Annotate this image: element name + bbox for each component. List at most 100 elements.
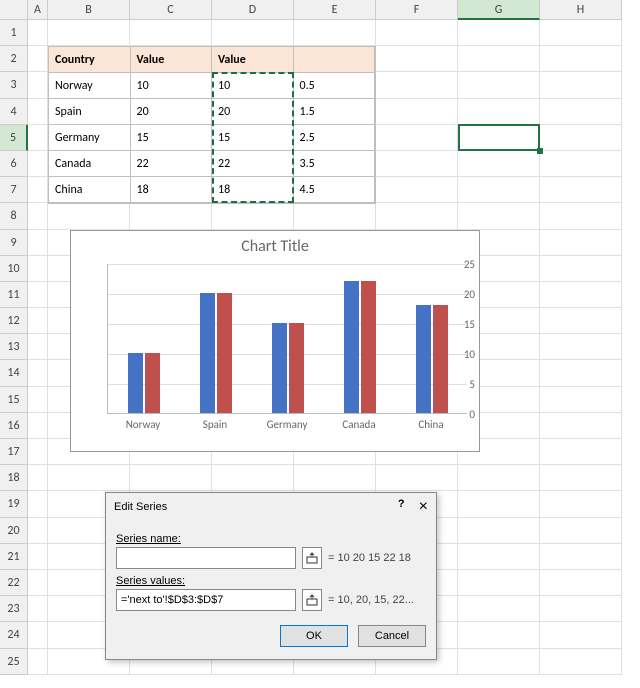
table-cell[interactable]: 4.5 xyxy=(294,177,376,203)
table-cell[interactable]: 22 xyxy=(131,151,213,177)
row-header-2[interactable]: 2 xyxy=(0,46,28,72)
col-header-C[interactable]: C xyxy=(130,0,212,20)
row-header-25[interactable]: 25 xyxy=(0,649,28,675)
cell[interactable] xyxy=(212,465,294,491)
cell[interactable] xyxy=(458,72,540,98)
row-header-14[interactable]: 14 xyxy=(0,360,28,386)
cell[interactable] xyxy=(376,465,458,491)
col-header-G[interactable]: G xyxy=(458,0,540,20)
table-header[interactable]: Value xyxy=(131,47,213,73)
plot-area[interactable] xyxy=(107,264,467,414)
cell[interactable] xyxy=(458,491,540,517)
table-cell[interactable]: 10 xyxy=(212,73,294,99)
table-cell[interactable]: 15 xyxy=(212,125,294,151)
chart[interactable]: Chart Title0510152025NorwaySpainGermanyC… xyxy=(70,230,480,452)
row-header-18[interactable]: 18 xyxy=(0,465,28,491)
row-header-16[interactable]: 16 xyxy=(0,413,28,439)
series-values-input[interactable] xyxy=(116,589,296,611)
chart-bar[interactable] xyxy=(200,293,215,413)
chart-bar[interactable] xyxy=(361,281,376,413)
table-header[interactable] xyxy=(294,47,376,73)
table-header[interactable]: Value xyxy=(212,47,294,73)
cell[interactable] xyxy=(458,151,540,177)
close-icon[interactable]: × xyxy=(419,498,428,516)
row-header-10[interactable]: 10 xyxy=(0,256,28,282)
cell[interactable] xyxy=(458,465,540,491)
ok-button[interactable]: OK xyxy=(280,625,348,647)
cell[interactable] xyxy=(28,518,48,544)
cell[interactable] xyxy=(540,308,622,334)
row-header-15[interactable]: 15 xyxy=(0,387,28,413)
table-cell[interactable]: 3.5 xyxy=(294,151,376,177)
cell[interactable] xyxy=(458,177,540,203)
cell[interactable] xyxy=(540,99,622,125)
cell[interactable] xyxy=(540,334,622,360)
table-cell[interactable]: 1.5 xyxy=(294,99,376,125)
cell[interactable] xyxy=(28,151,48,177)
cell[interactable] xyxy=(458,570,540,596)
cell[interactable] xyxy=(540,518,622,544)
cell[interactable] xyxy=(48,203,130,229)
cell[interactable] xyxy=(376,99,458,125)
cell[interactable] xyxy=(458,596,540,622)
table-cell[interactable]: China xyxy=(49,177,131,203)
table-header[interactable]: Country xyxy=(49,47,131,73)
chart-title[interactable]: Chart Title xyxy=(71,231,479,258)
cell[interactable] xyxy=(458,125,540,151)
chart-bar[interactable] xyxy=(344,281,359,413)
row-header-8[interactable]: 8 xyxy=(0,203,28,229)
row-header-17[interactable]: 17 xyxy=(0,439,28,465)
cell[interactable] xyxy=(540,125,622,151)
cell[interactable] xyxy=(28,125,48,151)
row-header-19[interactable]: 19 xyxy=(0,491,28,517)
cell[interactable] xyxy=(458,99,540,125)
table-cell[interactable]: 18 xyxy=(212,177,294,203)
series-name-input[interactable] xyxy=(116,547,296,569)
row-header-12[interactable]: 12 xyxy=(0,308,28,334)
cell[interactable] xyxy=(28,230,48,256)
cell[interactable] xyxy=(540,491,622,517)
cell[interactable] xyxy=(458,20,540,46)
chart-bar[interactable] xyxy=(433,305,448,413)
row-header-23[interactable]: 23 xyxy=(0,596,28,622)
row-header-6[interactable]: 6 xyxy=(0,151,28,177)
cell[interactable] xyxy=(540,649,622,675)
cell[interactable] xyxy=(28,570,48,596)
cell[interactable] xyxy=(376,203,458,229)
cell[interactable] xyxy=(294,20,376,46)
cell[interactable] xyxy=(28,72,48,98)
row-header-7[interactable]: 7 xyxy=(0,177,28,203)
table-cell[interactable]: 15 xyxy=(131,125,213,151)
cell[interactable] xyxy=(540,256,622,282)
cell[interactable] xyxy=(540,72,622,98)
cell[interactable] xyxy=(28,308,48,334)
series-values-range-picker[interactable] xyxy=(302,589,322,611)
col-header-H[interactable]: H xyxy=(540,0,622,20)
cell[interactable] xyxy=(376,46,458,72)
cell[interactable] xyxy=(540,46,622,72)
cell[interactable] xyxy=(294,465,376,491)
row-header-11[interactable]: 11 xyxy=(0,282,28,308)
col-header-D[interactable]: D xyxy=(212,0,294,20)
cell[interactable] xyxy=(28,622,48,648)
cell[interactable] xyxy=(212,20,294,46)
row-header-4[interactable]: 4 xyxy=(0,99,28,125)
row-header-22[interactable]: 22 xyxy=(0,570,28,596)
cell[interactable] xyxy=(28,465,48,491)
cell[interactable] xyxy=(540,20,622,46)
chart-bar[interactable] xyxy=(128,353,143,413)
col-header-A[interactable]: A xyxy=(28,0,48,20)
cell[interactable] xyxy=(28,491,48,517)
cell[interactable] xyxy=(28,99,48,125)
chart-bar[interactable] xyxy=(217,293,232,413)
table-cell[interactable]: 22 xyxy=(212,151,294,177)
cell[interactable] xyxy=(540,596,622,622)
row-header-5[interactable]: 5 xyxy=(0,125,28,151)
row-header-1[interactable]: 1 xyxy=(0,20,28,46)
cell[interactable] xyxy=(540,177,622,203)
table-cell[interactable]: 0.5 xyxy=(294,73,376,99)
cell[interactable] xyxy=(28,439,48,465)
cell[interactable] xyxy=(376,151,458,177)
cell[interactable] xyxy=(28,596,48,622)
cell[interactable] xyxy=(540,151,622,177)
